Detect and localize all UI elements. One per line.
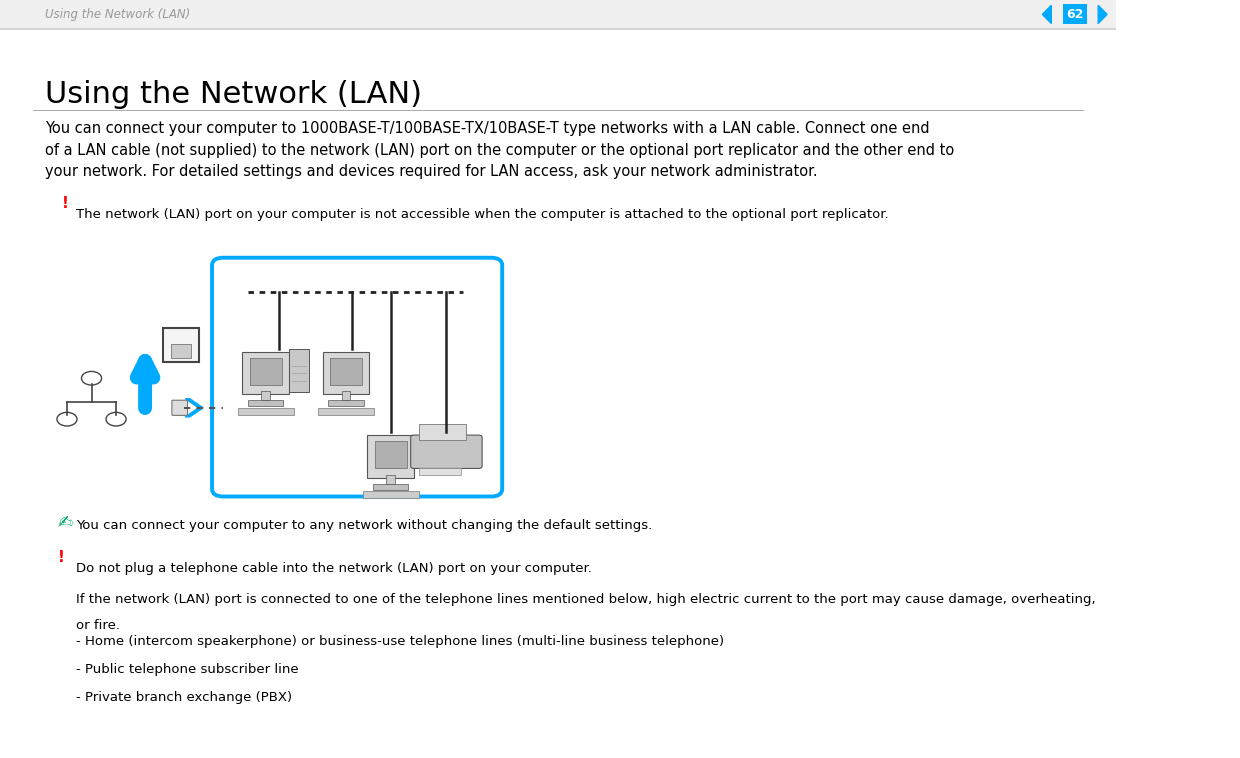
Circle shape [57,412,77,426]
Circle shape [82,371,102,385]
Polygon shape [185,399,203,417]
FancyBboxPatch shape [419,424,466,440]
FancyBboxPatch shape [242,352,289,394]
Text: - Home (intercom speakerphone) or business-use telephone lines (multi-line busin: - Home (intercom speakerphone) or busine… [76,635,724,648]
Text: 62: 62 [1066,8,1084,21]
FancyBboxPatch shape [238,408,294,415]
Text: or fire.: or fire. [76,619,120,632]
FancyBboxPatch shape [289,349,309,392]
Circle shape [107,412,126,426]
FancyBboxPatch shape [410,435,482,468]
FancyBboxPatch shape [248,400,284,406]
FancyBboxPatch shape [329,400,363,406]
Text: Using the Network (LAN): Using the Network (LAN) [45,80,422,108]
FancyBboxPatch shape [374,441,407,468]
FancyBboxPatch shape [373,484,408,490]
Text: - Private branch exchange (PBX): - Private branch exchange (PBX) [76,691,291,704]
FancyBboxPatch shape [367,435,414,478]
Text: If the network (LAN) port is connected to one of the telephone lines mentioned b: If the network (LAN) port is connected t… [76,593,1095,606]
FancyBboxPatch shape [341,391,351,400]
FancyBboxPatch shape [162,328,198,362]
FancyBboxPatch shape [322,352,370,394]
FancyBboxPatch shape [386,475,396,484]
FancyBboxPatch shape [0,0,1116,29]
Polygon shape [1099,5,1107,23]
Text: !: ! [58,550,64,565]
FancyBboxPatch shape [262,391,270,400]
FancyBboxPatch shape [212,258,502,496]
Text: Using the Network (LAN): Using the Network (LAN) [45,8,190,21]
FancyBboxPatch shape [171,344,191,358]
Text: Do not plug a telephone cable into the network (LAN) port on your computer.: Do not plug a telephone cable into the n… [76,562,591,575]
FancyBboxPatch shape [330,358,362,385]
FancyBboxPatch shape [249,358,281,385]
FancyBboxPatch shape [419,468,460,475]
Text: You can connect your computer to 1000BASE-T/100BASE-TX/10BASE-T type networks wi: You can connect your computer to 1000BAS… [45,121,954,180]
Text: The network (LAN) port on your computer is not accessible when the computer is a: The network (LAN) port on your computer … [76,208,889,221]
Text: - Public telephone subscriber line: - Public telephone subscriber line [76,663,299,676]
Polygon shape [1043,5,1052,23]
FancyBboxPatch shape [319,408,374,415]
FancyBboxPatch shape [172,400,187,415]
Text: ✍: ✍ [58,513,73,531]
Text: You can connect your computer to any network without changing the default settin: You can connect your computer to any net… [76,519,652,532]
FancyBboxPatch shape [363,491,419,498]
Text: !: ! [62,196,68,211]
